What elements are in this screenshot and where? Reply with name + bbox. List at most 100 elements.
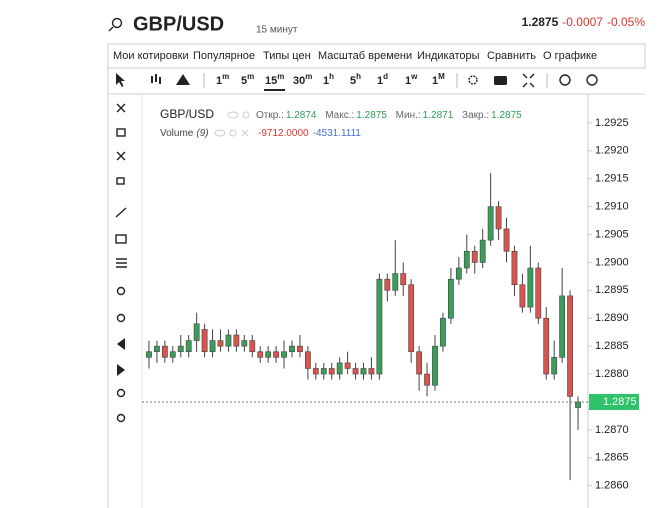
- candle-body: [511, 250, 518, 286]
- candle-body: [487, 206, 494, 241]
- timeframe[interactable]: 15m: [265, 72, 284, 87]
- copy-icon[interactable]: [116, 177, 125, 185]
- crosshair-icon[interactable]: [116, 151, 126, 161]
- candle-body: [233, 334, 240, 347]
- menu-item[interactable]: О графике: [543, 50, 597, 62]
- legend-icons: [227, 111, 250, 119]
- scroll-left-icon[interactable]: [117, 338, 125, 350]
- search-icon[interactable]: [111, 17, 123, 29]
- candle-body: [463, 250, 470, 269]
- candle-body: [543, 317, 550, 375]
- delete-icon[interactable]: [116, 103, 126, 113]
- candle-body: [384, 278, 391, 291]
- candle-body: [559, 295, 566, 358]
- candle-body: [241, 340, 248, 347]
- zoom-reset-icon[interactable]: [116, 388, 126, 398]
- select-icon[interactable]: [116, 128, 126, 137]
- candle-body: [400, 273, 407, 286]
- timeframe[interactable]: 30m: [293, 72, 312, 87]
- legend-value: 1.2871: [423, 110, 454, 121]
- menu-item[interactable]: Масштаб времени: [318, 50, 412, 62]
- timeframe-unit: m: [222, 72, 229, 81]
- candle-body: [249, 340, 256, 353]
- legend-label: Откр.:: [256, 110, 284, 121]
- candle-body: [455, 267, 462, 280]
- last-price-label: 1.2875: [603, 396, 637, 408]
- timeframe-unit: m: [247, 72, 254, 81]
- timeframe[interactable]: 1h: [323, 72, 334, 87]
- candle-body: [360, 368, 367, 375]
- zoom-fit-icon[interactable]: [116, 413, 126, 423]
- legend-value: 1.2874: [286, 110, 317, 121]
- timeframe[interactable]: 1M: [432, 72, 445, 87]
- y-tick-label: 1.2925: [595, 117, 629, 129]
- timeframe-num: 1: [405, 75, 411, 87]
- y-tick-label: 1.2865: [595, 452, 629, 464]
- candle-body: [567, 295, 573, 397]
- settings-icon[interactable]: [468, 75, 478, 85]
- timeframe-num: 5: [350, 75, 356, 87]
- candle-body: [408, 284, 415, 353]
- menu-item[interactable]: Типы цен: [263, 50, 311, 62]
- menu-item[interactable]: Популярное: [193, 50, 255, 62]
- y-tick-label: 1.2860: [595, 480, 629, 492]
- candle-body: [440, 317, 446, 347]
- volume-legend: Volume (9): [160, 128, 209, 139]
- candle-body: [169, 351, 176, 358]
- area-icon[interactable]: [176, 74, 190, 85]
- menu-item[interactable]: Индикаторы: [417, 50, 480, 62]
- legend-label: Макс.:: [325, 110, 354, 121]
- change-pct: -0.05%: [607, 15, 645, 29]
- zoom-in-icon[interactable]: [116, 286, 126, 296]
- volume-value: -4531.1111: [313, 128, 362, 139]
- timeframe-unit: w: [410, 72, 418, 81]
- timeframe-unit: m: [305, 72, 312, 81]
- upload-icon[interactable]: [586, 74, 598, 86]
- candle-body: [575, 401, 581, 408]
- camera-icon[interactable]: [494, 76, 507, 85]
- y-tick-label: 1.2870: [595, 424, 629, 436]
- rect-icon[interactable]: [115, 234, 127, 244]
- timeframe-unit: M: [438, 72, 445, 81]
- fib-icon[interactable]: [116, 258, 127, 268]
- y-tick-label: 1.2900: [595, 256, 629, 268]
- menu-item[interactable]: Мои котировки: [113, 50, 189, 62]
- y-tick-label: 1.2885: [595, 340, 629, 352]
- candle-body: [344, 362, 351, 369]
- trendline-icon[interactable]: [115, 207, 127, 218]
- volume-icons: [214, 129, 249, 137]
- cursor-icon[interactable]: [116, 73, 125, 87]
- quote: 1.2875 -0.0007 -0.05%: [522, 15, 646, 29]
- candles-icon[interactable]: [151, 74, 161, 84]
- timeframe[interactable]: 1w: [405, 72, 418, 87]
- timeframe-num: 5: [241, 75, 247, 87]
- candle-body: [527, 267, 534, 308]
- y-tick-label: 1.2910: [595, 201, 629, 213]
- timeframe[interactable]: 1d: [377, 72, 388, 87]
- price: 1.2875: [522, 15, 559, 29]
- menu-item[interactable]: Сравнить: [487, 50, 536, 62]
- candle-body: [376, 278, 383, 375]
- zoom-out-icon[interactable]: [116, 313, 126, 323]
- timeframe-num: 1: [216, 75, 222, 87]
- candle-body: [535, 267, 542, 319]
- last-price-box: [589, 393, 639, 410]
- interval: 15 минут: [256, 25, 298, 36]
- scroll-right-icon[interactable]: [117, 364, 125, 376]
- timeframe-unit: h: [329, 72, 334, 81]
- candle-body: [257, 351, 264, 358]
- timeframe[interactable]: 5m: [241, 72, 254, 87]
- timeframe-unit: h: [356, 72, 361, 81]
- legend-value: 1.2875: [356, 110, 387, 121]
- timeframe[interactable]: 1m: [216, 72, 229, 87]
- left-toolbar: [115, 103, 127, 423]
- change: -0.0007: [562, 15, 603, 29]
- candle-body: [154, 345, 160, 353]
- fullscreen-icon[interactable]: [522, 73, 535, 88]
- candle-body: [281, 351, 287, 358]
- timeframe[interactable]: 5h: [350, 72, 361, 87]
- legend-value: 1.2875: [491, 110, 522, 121]
- download-icon[interactable]: [559, 74, 571, 86]
- legend-ohlc: Откр.: 1.2874 Макс.: 1.2875 Мин.: 1.2871 За…: [256, 110, 522, 121]
